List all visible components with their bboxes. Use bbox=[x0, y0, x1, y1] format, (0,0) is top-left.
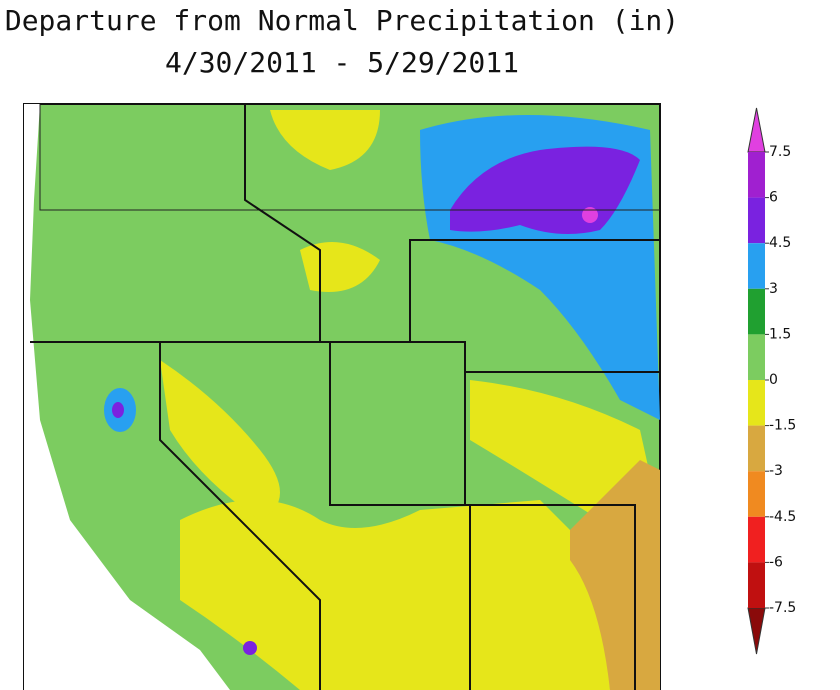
colorbar-extension bbox=[747, 607, 766, 655]
colorbar-tick-label: 4.5 bbox=[769, 235, 791, 251]
colorbar-tick-label: -3 bbox=[769, 463, 783, 479]
colorbar-tick-label: 7.5 bbox=[769, 144, 791, 160]
colorbar-segment bbox=[748, 334, 765, 380]
dry-area bbox=[160, 360, 280, 520]
very-wet-area bbox=[112, 402, 124, 418]
colorbar-tick-label: 1.5 bbox=[769, 326, 791, 342]
ocean bbox=[24, 104, 230, 690]
colorbar-segment bbox=[748, 471, 765, 517]
state-border bbox=[470, 504, 636, 690]
colorbar-segment bbox=[748, 152, 765, 198]
colorbar-tick-label: 6 bbox=[769, 190, 778, 206]
state-border bbox=[244, 104, 321, 342]
colorbar-tick-label: -6 bbox=[769, 554, 783, 570]
colorbar-segment bbox=[748, 380, 765, 426]
colorbar-tick-label: -1.5 bbox=[769, 418, 796, 434]
colorbar-tick-label: 0 bbox=[769, 372, 778, 388]
colorbar-tick-label: -7.5 bbox=[769, 600, 796, 616]
colorbar-tick-label: -4.5 bbox=[769, 509, 796, 525]
extreme-wet-area bbox=[582, 207, 598, 223]
map-title: Departure from Normal Precipitation (in) bbox=[5, 4, 679, 37]
dry-area bbox=[270, 110, 380, 170]
map bbox=[23, 103, 661, 690]
state-border bbox=[39, 104, 660, 211]
dry-area bbox=[180, 500, 610, 690]
dry-area bbox=[470, 380, 660, 520]
colorbar-segment bbox=[748, 562, 765, 608]
very-dry-area bbox=[570, 460, 660, 690]
state-border bbox=[410, 341, 660, 505]
colorbar-tick-label: 3 bbox=[769, 281, 778, 297]
colorbar-segment bbox=[748, 425, 765, 472]
colorbar-extension bbox=[747, 107, 766, 153]
map-subtitle: 4/30/2011 - 5/29/2011 bbox=[165, 46, 519, 79]
colorbar-segment bbox=[748, 197, 765, 244]
colorbar-segment bbox=[748, 516, 765, 563]
state-border bbox=[30, 341, 321, 690]
colorbar-segment bbox=[748, 243, 765, 289]
very-wet-area bbox=[243, 641, 257, 655]
state-border bbox=[329, 342, 471, 690]
state-border bbox=[160, 239, 660, 343]
colorbar-segment bbox=[748, 288, 765, 335]
